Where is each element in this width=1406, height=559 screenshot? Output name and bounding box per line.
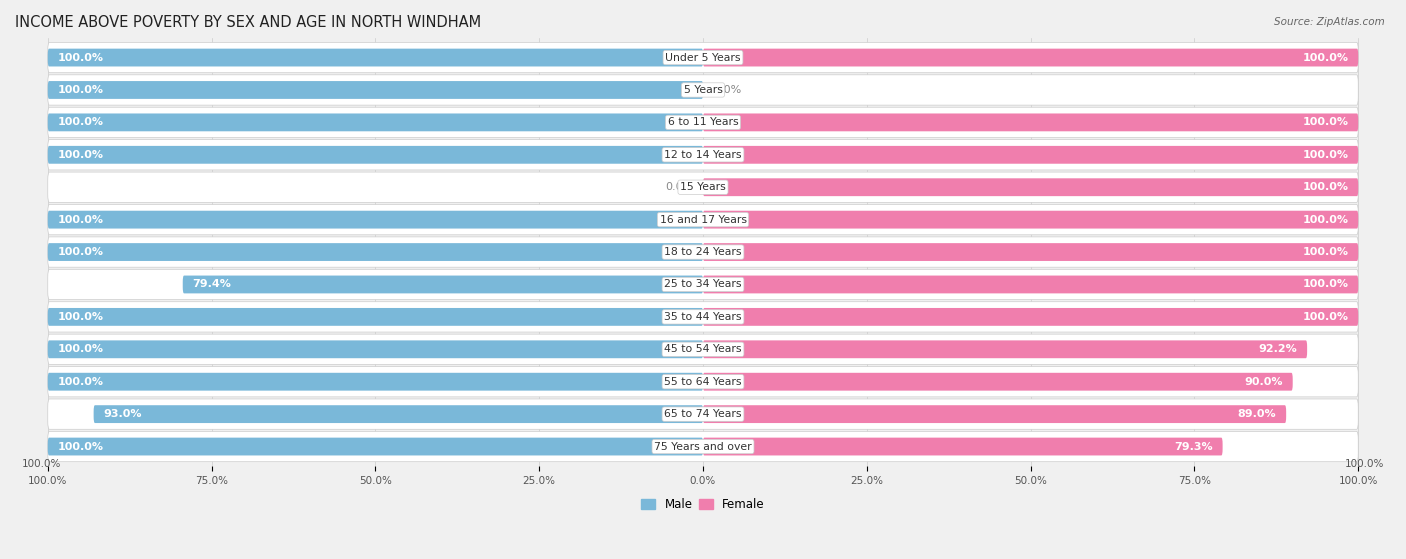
FancyBboxPatch shape — [703, 340, 1308, 358]
Text: 100.0%: 100.0% — [58, 247, 104, 257]
Text: 90.0%: 90.0% — [1244, 377, 1282, 387]
FancyBboxPatch shape — [48, 367, 1358, 397]
Text: 100.0%: 100.0% — [1346, 459, 1385, 470]
Text: 93.0%: 93.0% — [104, 409, 142, 419]
FancyBboxPatch shape — [48, 211, 703, 229]
Legend: Male, Female: Male, Female — [637, 493, 769, 516]
Text: 15 Years: 15 Years — [681, 182, 725, 192]
Text: Under 5 Years: Under 5 Years — [665, 53, 741, 63]
Text: 0.0%: 0.0% — [665, 182, 693, 192]
Text: 100.0%: 100.0% — [21, 459, 60, 470]
Text: 16 and 17 Years: 16 and 17 Years — [659, 215, 747, 225]
Text: 5 Years: 5 Years — [683, 85, 723, 95]
Text: Source: ZipAtlas.com: Source: ZipAtlas.com — [1274, 17, 1385, 27]
FancyBboxPatch shape — [703, 211, 1358, 229]
FancyBboxPatch shape — [48, 42, 1358, 73]
FancyBboxPatch shape — [48, 146, 703, 164]
Text: 92.2%: 92.2% — [1258, 344, 1298, 354]
FancyBboxPatch shape — [48, 81, 703, 99]
FancyBboxPatch shape — [48, 373, 703, 391]
FancyBboxPatch shape — [48, 269, 1358, 300]
Text: 79.3%: 79.3% — [1174, 442, 1213, 452]
FancyBboxPatch shape — [48, 308, 703, 326]
FancyBboxPatch shape — [48, 302, 1358, 332]
Text: 100.0%: 100.0% — [1302, 312, 1348, 322]
FancyBboxPatch shape — [48, 49, 703, 67]
FancyBboxPatch shape — [48, 172, 1358, 202]
FancyBboxPatch shape — [703, 113, 1358, 131]
FancyBboxPatch shape — [48, 113, 703, 131]
FancyBboxPatch shape — [703, 373, 1292, 391]
FancyBboxPatch shape — [183, 276, 703, 293]
Text: 35 to 44 Years: 35 to 44 Years — [664, 312, 742, 322]
Text: 45 to 54 Years: 45 to 54 Years — [664, 344, 742, 354]
FancyBboxPatch shape — [703, 243, 1358, 261]
Text: 89.0%: 89.0% — [1237, 409, 1277, 419]
FancyBboxPatch shape — [703, 146, 1358, 164]
FancyBboxPatch shape — [48, 432, 1358, 462]
Text: 100.0%: 100.0% — [58, 344, 104, 354]
Text: 25 to 34 Years: 25 to 34 Years — [664, 280, 742, 290]
Text: 55 to 64 Years: 55 to 64 Years — [664, 377, 742, 387]
Text: 0.0%: 0.0% — [713, 85, 741, 95]
Text: 100.0%: 100.0% — [58, 442, 104, 452]
FancyBboxPatch shape — [48, 399, 1358, 429]
Text: 100.0%: 100.0% — [58, 150, 104, 160]
FancyBboxPatch shape — [48, 334, 1358, 364]
FancyBboxPatch shape — [48, 340, 703, 358]
FancyBboxPatch shape — [48, 75, 1358, 105]
Text: 79.4%: 79.4% — [193, 280, 232, 290]
Text: 100.0%: 100.0% — [58, 312, 104, 322]
Text: INCOME ABOVE POVERTY BY SEX AND AGE IN NORTH WINDHAM: INCOME ABOVE POVERTY BY SEX AND AGE IN N… — [15, 15, 481, 30]
Text: 100.0%: 100.0% — [58, 117, 104, 127]
FancyBboxPatch shape — [48, 205, 1358, 235]
Text: 18 to 24 Years: 18 to 24 Years — [664, 247, 742, 257]
Text: 100.0%: 100.0% — [1302, 280, 1348, 290]
FancyBboxPatch shape — [703, 438, 1223, 456]
FancyBboxPatch shape — [48, 438, 703, 456]
FancyBboxPatch shape — [703, 405, 1286, 423]
Text: 100.0%: 100.0% — [1302, 247, 1348, 257]
Text: 100.0%: 100.0% — [1302, 53, 1348, 63]
FancyBboxPatch shape — [703, 308, 1358, 326]
Text: 100.0%: 100.0% — [58, 53, 104, 63]
FancyBboxPatch shape — [94, 405, 703, 423]
Text: 65 to 74 Years: 65 to 74 Years — [664, 409, 742, 419]
Text: 100.0%: 100.0% — [1302, 150, 1348, 160]
FancyBboxPatch shape — [48, 237, 1358, 267]
FancyBboxPatch shape — [48, 107, 1358, 138]
Text: 100.0%: 100.0% — [58, 215, 104, 225]
FancyBboxPatch shape — [48, 140, 1358, 170]
FancyBboxPatch shape — [48, 243, 703, 261]
Text: 100.0%: 100.0% — [58, 85, 104, 95]
FancyBboxPatch shape — [703, 276, 1358, 293]
FancyBboxPatch shape — [703, 178, 1358, 196]
Text: 100.0%: 100.0% — [58, 377, 104, 387]
FancyBboxPatch shape — [703, 49, 1358, 67]
Text: 75 Years and over: 75 Years and over — [654, 442, 752, 452]
Text: 100.0%: 100.0% — [1302, 117, 1348, 127]
Text: 6 to 11 Years: 6 to 11 Years — [668, 117, 738, 127]
Text: 100.0%: 100.0% — [1302, 215, 1348, 225]
Text: 100.0%: 100.0% — [1302, 182, 1348, 192]
Text: 12 to 14 Years: 12 to 14 Years — [664, 150, 742, 160]
